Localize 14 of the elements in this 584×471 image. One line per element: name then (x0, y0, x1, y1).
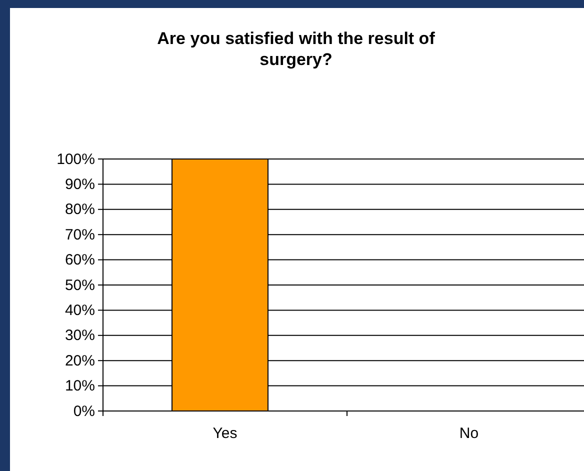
y-tick-label: 30% (64, 327, 95, 344)
y-tick-label: 70% (64, 226, 95, 244)
x-tick-label: Yes (212, 425, 238, 442)
y-tick-label: 60% (64, 252, 95, 269)
y-tick-label: 0% (73, 402, 95, 420)
y-tick-label: 20% (64, 352, 95, 370)
y-tick-label: 40% (64, 302, 95, 319)
y-tick-label: 90% (64, 176, 95, 193)
y-tick-label: 50% (64, 276, 95, 294)
y-tick-label: 100% (56, 150, 95, 168)
y-tick-label: 80% (64, 201, 95, 218)
chart-title: Are you satisfied with the result of surgery? (157, 29, 436, 69)
x-tick-label: No (459, 425, 479, 442)
y-tick-label: 10% (64, 378, 95, 395)
